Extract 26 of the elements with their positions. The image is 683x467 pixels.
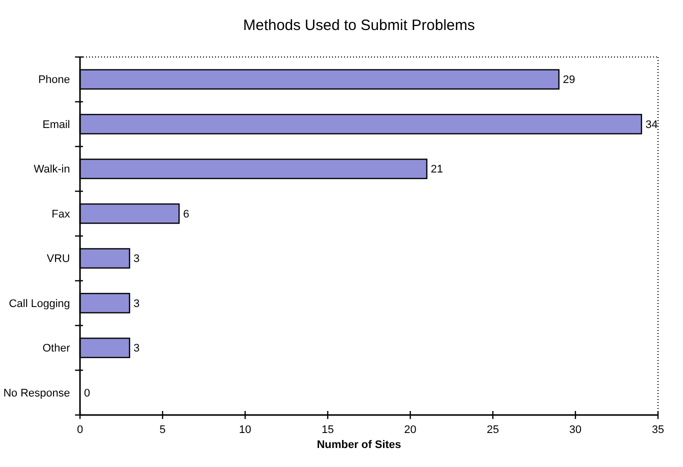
data-label: 21 bbox=[430, 164, 444, 176]
y-tick-label: Phone bbox=[38, 74, 70, 86]
y-tick-label: Call Logging bbox=[8, 298, 70, 310]
y-tick-label: VRU bbox=[46, 253, 70, 266]
data-label: 3 bbox=[134, 342, 140, 355]
y-tick-label: No Response bbox=[3, 387, 70, 400]
data-label: 29 bbox=[562, 74, 576, 86]
data-label: 0 bbox=[84, 387, 90, 400]
x-tick-label: 10 bbox=[239, 424, 252, 436]
y-tick-label: Email bbox=[42, 118, 70, 131]
data-label: 3 bbox=[134, 298, 140, 310]
data-label: 34 bbox=[645, 118, 658, 131]
x-tick-label: 35 bbox=[652, 424, 664, 436]
x-tick-label: 15 bbox=[322, 424, 334, 436]
x-tick-label: 5 bbox=[160, 424, 166, 436]
y-tick-label: Walk-in bbox=[34, 164, 70, 176]
x-axis-title: Number of Sites bbox=[316, 439, 402, 451]
data-label: 6 bbox=[183, 208, 190, 220]
data-label: 3 bbox=[134, 253, 140, 266]
y-tick-label: Fax bbox=[52, 208, 70, 220]
y-tick-label: Other bbox=[42, 342, 70, 355]
x-tick-label: 20 bbox=[404, 424, 416, 436]
chart-title: Methods Used to Submit Problems bbox=[243, 17, 475, 34]
x-tick-label: 25 bbox=[486, 424, 499, 436]
x-tick-label: 30 bbox=[569, 424, 582, 436]
x-tick-label: 0 bbox=[76, 424, 84, 436]
